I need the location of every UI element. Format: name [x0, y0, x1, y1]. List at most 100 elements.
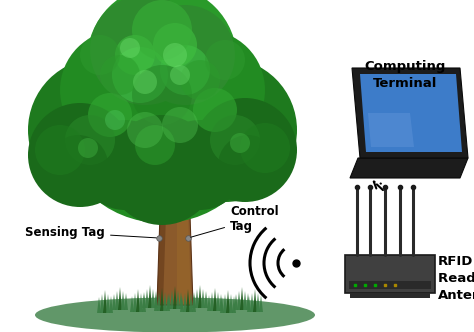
- Circle shape: [112, 47, 168, 103]
- Polygon shape: [130, 296, 134, 312]
- Circle shape: [230, 133, 250, 153]
- Circle shape: [205, 40, 245, 80]
- Polygon shape: [368, 113, 414, 147]
- Polygon shape: [216, 292, 220, 311]
- Polygon shape: [229, 294, 233, 313]
- FancyBboxPatch shape: [345, 255, 435, 293]
- Circle shape: [35, 125, 85, 175]
- Polygon shape: [189, 293, 193, 312]
- Circle shape: [28, 58, 172, 202]
- Polygon shape: [220, 297, 224, 313]
- Circle shape: [65, 115, 115, 165]
- Polygon shape: [234, 294, 238, 310]
- Polygon shape: [213, 288, 217, 311]
- Polygon shape: [186, 289, 190, 312]
- Polygon shape: [121, 291, 125, 310]
- Polygon shape: [192, 295, 196, 312]
- Polygon shape: [167, 293, 171, 309]
- Polygon shape: [154, 295, 158, 311]
- Circle shape: [240, 123, 290, 173]
- Circle shape: [180, 60, 220, 100]
- Polygon shape: [97, 297, 101, 313]
- Ellipse shape: [35, 297, 315, 332]
- Circle shape: [155, 120, 245, 210]
- Circle shape: [88, 93, 132, 137]
- Polygon shape: [201, 289, 205, 308]
- Polygon shape: [237, 291, 241, 310]
- Circle shape: [115, 35, 155, 75]
- Circle shape: [218, 135, 278, 195]
- Circle shape: [80, 35, 120, 75]
- Polygon shape: [151, 289, 155, 308]
- Polygon shape: [142, 295, 146, 312]
- Bar: [349, 281, 431, 289]
- Polygon shape: [166, 294, 170, 311]
- Polygon shape: [223, 294, 227, 313]
- Circle shape: [80, 120, 170, 210]
- Polygon shape: [246, 293, 250, 310]
- Circle shape: [193, 88, 237, 132]
- Polygon shape: [350, 158, 468, 178]
- Bar: [350, 293, 430, 298]
- Polygon shape: [259, 295, 263, 312]
- Polygon shape: [160, 288, 164, 311]
- Polygon shape: [210, 292, 214, 311]
- Polygon shape: [176, 290, 180, 309]
- Circle shape: [127, 112, 163, 148]
- Circle shape: [28, 103, 132, 207]
- Polygon shape: [142, 292, 146, 308]
- Circle shape: [78, 138, 98, 158]
- Polygon shape: [180, 296, 184, 312]
- Circle shape: [163, 43, 187, 67]
- Circle shape: [87, 0, 237, 135]
- Polygon shape: [183, 293, 187, 312]
- Polygon shape: [136, 289, 140, 312]
- Polygon shape: [157, 185, 167, 305]
- Circle shape: [107, 115, 217, 225]
- Circle shape: [60, 30, 180, 150]
- Polygon shape: [170, 290, 174, 309]
- Polygon shape: [112, 294, 116, 310]
- Polygon shape: [115, 291, 119, 310]
- Polygon shape: [173, 286, 177, 309]
- Polygon shape: [157, 185, 193, 305]
- Polygon shape: [360, 74, 462, 152]
- Circle shape: [210, 115, 260, 165]
- Circle shape: [132, 0, 192, 60]
- Polygon shape: [195, 289, 199, 308]
- Polygon shape: [352, 68, 468, 158]
- Circle shape: [153, 23, 197, 67]
- Polygon shape: [198, 285, 202, 308]
- Polygon shape: [256, 293, 260, 312]
- Text: RFID
Reader &
Antenna: RFID Reader & Antenna: [438, 255, 474, 302]
- Polygon shape: [124, 293, 128, 310]
- Polygon shape: [204, 291, 208, 308]
- Text: Sensing Tag: Sensing Tag: [25, 226, 156, 239]
- Polygon shape: [148, 285, 152, 308]
- Circle shape: [135, 125, 175, 165]
- Text: Control
Tag: Control Tag: [191, 205, 279, 237]
- Circle shape: [100, 55, 140, 95]
- Polygon shape: [232, 296, 236, 313]
- Circle shape: [193, 98, 297, 202]
- Polygon shape: [226, 290, 230, 313]
- Circle shape: [57, 13, 267, 223]
- Polygon shape: [219, 294, 223, 311]
- Polygon shape: [163, 292, 167, 311]
- Circle shape: [133, 70, 157, 94]
- Circle shape: [162, 107, 198, 143]
- Polygon shape: [109, 296, 113, 313]
- Polygon shape: [139, 293, 143, 312]
- Circle shape: [120, 38, 140, 58]
- Polygon shape: [133, 293, 137, 312]
- Polygon shape: [250, 293, 254, 312]
- Polygon shape: [192, 292, 196, 308]
- Circle shape: [145, 30, 265, 150]
- Polygon shape: [157, 292, 161, 311]
- Circle shape: [48, 135, 108, 195]
- Circle shape: [105, 110, 125, 130]
- Polygon shape: [253, 289, 257, 312]
- Text: Computing
Terminal: Computing Terminal: [365, 60, 446, 90]
- Polygon shape: [179, 292, 183, 309]
- Polygon shape: [247, 296, 251, 312]
